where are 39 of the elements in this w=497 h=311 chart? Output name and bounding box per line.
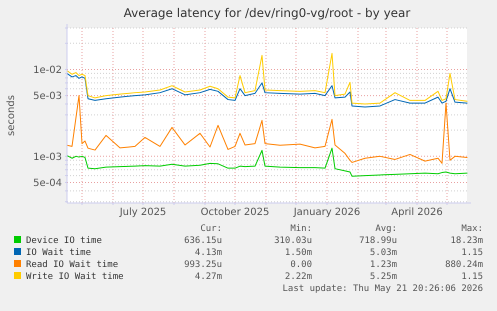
text: 718.99u [359, 236, 397, 246]
x-tick-label: January 2026 [292, 207, 360, 218]
text: 2.22m [284, 272, 312, 282]
text: Avg: [375, 224, 397, 234]
legend-label: Device IO time [26, 236, 102, 246]
text: 310.03u [274, 236, 312, 246]
text: 1.23m [370, 260, 397, 270]
text: 880.24m [445, 260, 483, 270]
text: 5.25m [370, 272, 397, 282]
text: Max: [461, 224, 483, 234]
text: 5.03m [370, 248, 397, 258]
x-tick-label: April 2026 [391, 207, 443, 218]
text: Last update: Thu May 21 20:26:06 2026 [282, 284, 483, 294]
text: 993.25u [184, 260, 222, 270]
line-series [66, 72, 468, 108]
y-tick-label: 5e-04 [33, 178, 62, 189]
y-axis-title: seconds [6, 95, 17, 136]
legend-label: Read IO Wait time [26, 260, 118, 270]
y-tick-label: 5e-03 [33, 91, 62, 102]
x-tick-label: October 2025 [200, 207, 270, 218]
chart-title: Average latency for /dev/ring0-vg/root - by year [124, 6, 410, 20]
text: 1.15 [461, 248, 483, 258]
legend-label: Write IO Wait time [26, 272, 124, 282]
legend-label: IO Wait time [26, 248, 92, 258]
text: 0.00 [290, 260, 312, 270]
text: Min: [290, 224, 312, 234]
line-series [66, 52, 468, 105]
y-tick-label: 1e-03 [33, 152, 62, 163]
text: Cur: [200, 224, 222, 234]
line-series [66, 148, 468, 177]
text: 4.13m [194, 248, 222, 258]
x-tick-label: July 2025 [118, 207, 166, 218]
text: 4.27m [194, 272, 222, 282]
text: 636.15u [184, 236, 222, 246]
text: 18.23m [450, 236, 483, 246]
line-series [66, 95, 468, 164]
text: 1.50m [284, 248, 312, 258]
y-tick-label: 1e-02 [33, 64, 62, 76]
text: 1.15 [461, 272, 483, 282]
